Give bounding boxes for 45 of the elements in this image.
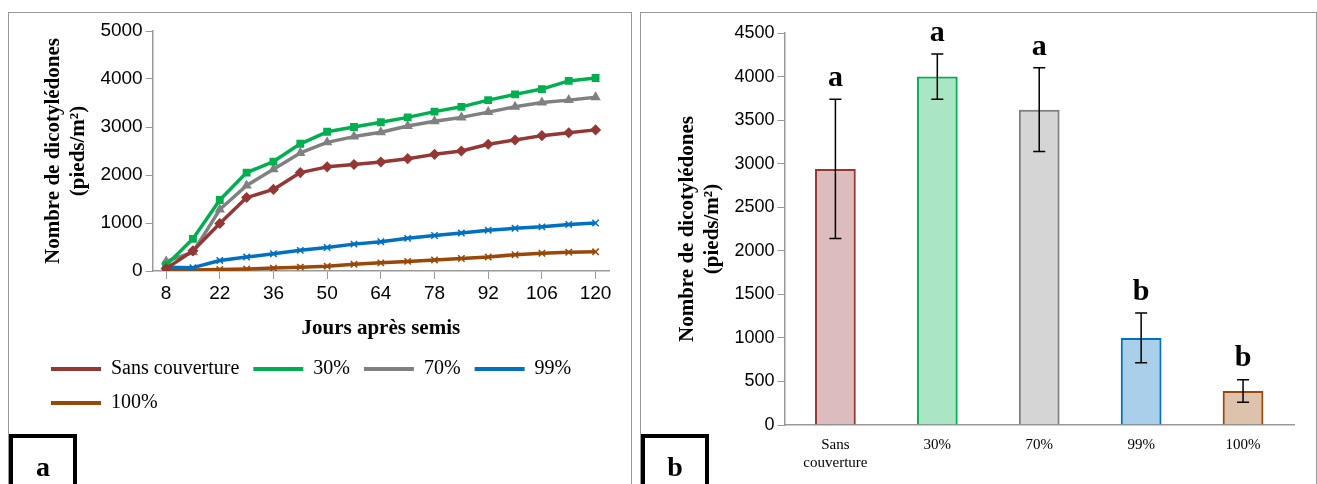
x-tick-label: 106 (526, 281, 558, 303)
x-tick-label: 92 (477, 281, 499, 303)
annotation: b (1234, 339, 1252, 373)
x-tick-label: 99% (1127, 435, 1155, 452)
y-tick-label: 3000 (734, 152, 775, 173)
x-tick-label: 50 (316, 281, 338, 303)
x-tick-label: 70% (1025, 435, 1053, 452)
y-tick-label: 2000 (100, 163, 143, 185)
legend-label: Sans couverture (111, 356, 240, 379)
y-tick-label: 2000 (734, 239, 775, 260)
y-tick-label: 4500 (734, 21, 775, 42)
y-tick-label: 1500 (734, 283, 775, 304)
y-tick-label: 1000 (734, 326, 775, 347)
y-tick-label: 0 (132, 259, 143, 281)
x-tick-label: 120 (579, 281, 612, 303)
y-tick-label: 4000 (734, 65, 775, 86)
x-tick-label: 30% (923, 435, 952, 452)
annotation: a (1031, 27, 1047, 61)
y-tick-label: 0 (764, 413, 775, 434)
annotation: a (929, 13, 945, 47)
text: b (641, 434, 709, 484)
legend-label: 100% (111, 390, 158, 413)
annotation: b (1132, 273, 1150, 307)
legend-label: 99% (534, 356, 572, 379)
y-axis-title: Nombre de dicotylédones (pieds/m²) (40, 38, 90, 264)
x-tick-label: 22 (209, 281, 231, 303)
x-axis-title: Jours après semis (301, 314, 461, 339)
x-tick-label: 64 (370, 281, 392, 303)
x-tick-label: 36 (262, 281, 285, 303)
y-tick-label: 1000 (100, 211, 143, 233)
y-tick-label: 3500 (734, 109, 775, 130)
y-tick-label: 4000 (100, 67, 143, 89)
y-tick-label: 2500 (734, 196, 775, 217)
y-tick-label: 5000 (100, 19, 143, 41)
x-tick-label: 78 (423, 281, 446, 303)
annotation: a (827, 58, 843, 92)
x-tick-label: 100% (1225, 435, 1261, 452)
y-tick-label: 3000 (100, 115, 143, 137)
y-tick-label: 500 (744, 370, 775, 391)
x-tick-label: 8 (160, 281, 172, 303)
text: a (9, 434, 77, 484)
y-axis-title: Nombre de dicotylédones (pieds/m²) (674, 116, 724, 342)
legend-label: 30% (313, 356, 350, 379)
legend-label: 70% (423, 356, 461, 379)
x-tick-label: Sans couverture (803, 435, 868, 470)
